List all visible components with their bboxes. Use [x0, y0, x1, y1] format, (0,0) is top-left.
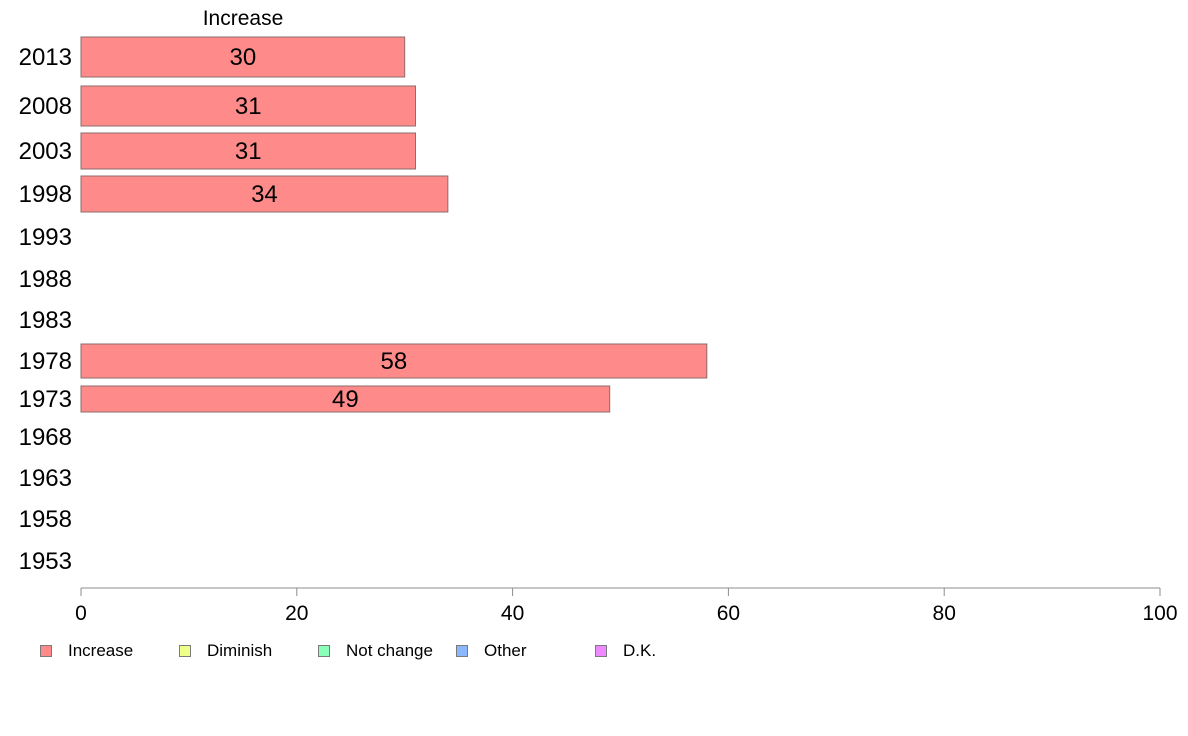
bar	[80, 385, 611, 413]
x-axis: 0 20 40 60 80 100	[75, 587, 1178, 625]
bar-value-label: 31	[235, 93, 262, 120]
y-tick-label: 1963	[19, 465, 72, 492]
legend-item: Other	[456, 641, 527, 661]
y-tick-label: 2003	[19, 138, 72, 165]
legend-swatch	[179, 645, 191, 657]
bar	[80, 343, 708, 379]
legend-item: Diminish	[179, 641, 272, 661]
bar-value-label: 58	[381, 348, 408, 375]
legend-label: Increase	[68, 641, 134, 660]
legend-label: Not change	[346, 641, 433, 660]
x-tick-label: 100	[1142, 602, 1177, 625]
legend: Increase Diminish Not change Other D.K.	[40, 641, 740, 663]
bar	[80, 36, 406, 78]
x-tick-label: 0	[75, 602, 87, 625]
bar-value-label: 31	[235, 138, 262, 165]
bar-value-label: 34	[251, 181, 278, 208]
y-tick-label: 1953	[19, 548, 72, 575]
y-tick-label: 1958	[19, 506, 72, 533]
y-tick-label: 2008	[19, 93, 72, 120]
y-tick-label: 1993	[19, 224, 72, 251]
y-tick-label: 1973	[19, 386, 72, 413]
x-tick-label: 80	[933, 602, 956, 625]
legend-swatch	[40, 645, 52, 657]
bar	[80, 175, 449, 213]
bar-value-label: 30	[229, 44, 256, 71]
legend-label: Diminish	[207, 641, 273, 660]
y-axis-labels: 2013 2008 2003 1998 1993 1988 1983 1978 1973 1968…	[19, 44, 72, 575]
legend-swatch	[318, 645, 330, 657]
bar-value-label: 49	[332, 386, 359, 413]
x-tick-label: 60	[717, 602, 740, 625]
legend-swatch	[595, 645, 607, 657]
chart-title: Increase	[203, 7, 284, 30]
legend-item: D.K.	[595, 641, 656, 661]
x-tick-label: 40	[501, 602, 524, 625]
bars-group: 30 31 31 34 58 49	[80, 36, 708, 413]
y-tick-label: 2013	[19, 44, 72, 71]
y-tick-label: 1998	[19, 181, 72, 208]
legend-label: D.K.	[623, 641, 657, 660]
bar	[80, 132, 416, 170]
bar	[80, 85, 416, 127]
x-tick-label: 20	[285, 602, 308, 625]
legend-item: Not change	[318, 641, 433, 661]
y-tick-label: 1983	[19, 307, 72, 334]
legend-item: Increase	[40, 641, 133, 661]
legend-label: Other	[484, 641, 527, 660]
y-tick-label: 1968	[19, 424, 72, 451]
y-tick-label: 1988	[19, 266, 72, 293]
legend-swatch	[456, 645, 468, 657]
y-tick-label: 1978	[19, 348, 72, 375]
